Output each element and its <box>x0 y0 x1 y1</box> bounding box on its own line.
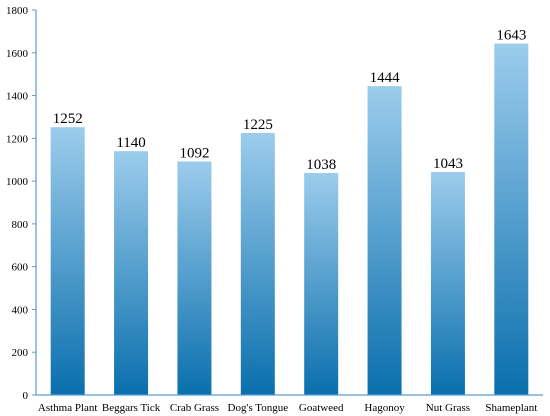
x-axis-labels: Asthma Plant Beggars Tick Crab Grass Dog's … <box>38 402 537 414</box>
bar-value-label: 1043 <box>433 156 463 172</box>
x-tick-label: Dog's Tongue <box>228 402 289 414</box>
y-tick-label: 200 <box>12 347 29 359</box>
bars <box>50 43 529 396</box>
bar <box>304 172 339 395</box>
axes <box>35 10 543 396</box>
y-tick-label: 400 <box>12 304 29 316</box>
y-axis-ticks: 0 200 400 600 800 1000 1200 1400 1600 1800 <box>6 5 36 402</box>
x-tick-label: Crab Grass <box>170 402 219 414</box>
y-tick-label: 800 <box>12 219 29 231</box>
y-tick-label: 1600 <box>6 48 29 60</box>
y-tick-label: 1800 <box>6 5 29 17</box>
bar-value-label: 1643 <box>496 28 526 44</box>
x-tick-label: Beggars Tick <box>102 402 161 414</box>
x-tick-label: Hagonoy <box>364 402 405 414</box>
data-labels: 1252 1140 1092 1225 1038 1444 1043 1643 <box>53 28 527 173</box>
bar-value-label: 1140 <box>116 135 145 151</box>
x-tick-label: Goatweed <box>299 402 344 414</box>
bar <box>494 43 529 395</box>
x-tick-label: Nut Grass <box>426 402 470 414</box>
y-tick-label: 1200 <box>6 133 29 145</box>
bar-value-label: 1225 <box>243 117 273 133</box>
bar <box>50 127 85 395</box>
bar <box>240 132 275 395</box>
y-tick-label: 1400 <box>6 91 29 103</box>
y-tick-label: 1000 <box>6 176 29 188</box>
bar-value-label: 1252 <box>53 111 83 127</box>
bar-value-label: 1092 <box>179 145 209 161</box>
bar-value-label: 1444 <box>370 70 401 86</box>
bar <box>367 86 402 396</box>
bar <box>177 161 212 395</box>
y-tick-label: 0 <box>23 390 29 402</box>
y-tick-label: 600 <box>12 262 29 274</box>
x-tick-label: Asthma Plant <box>38 402 98 414</box>
bar <box>114 151 149 395</box>
bar <box>430 171 465 395</box>
bar-value-label: 1038 <box>306 157 336 173</box>
x-tick-label: Shameplant <box>485 402 537 414</box>
